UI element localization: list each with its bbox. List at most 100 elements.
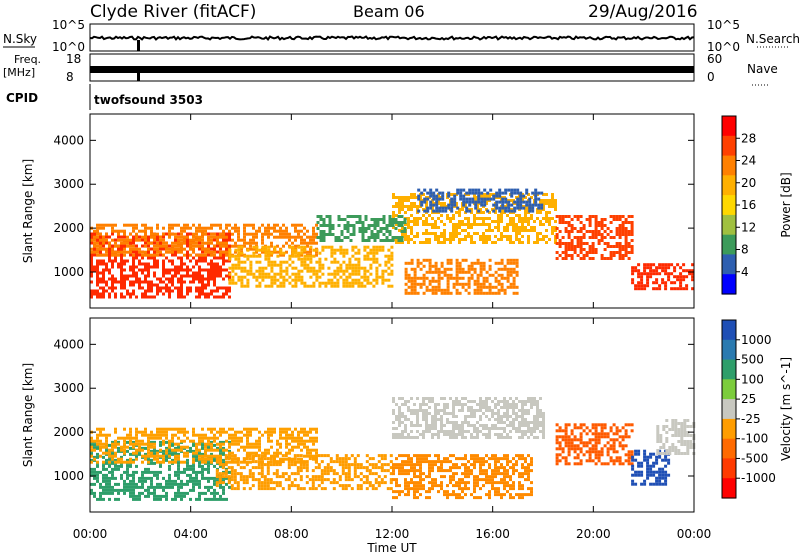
data-cell xyxy=(443,493,446,497)
data-cell xyxy=(530,430,533,433)
data-cell xyxy=(221,466,225,470)
data-cell xyxy=(252,245,256,249)
data-cell xyxy=(302,463,306,467)
data-cell xyxy=(453,200,457,204)
data-cell xyxy=(407,279,411,283)
data-cell xyxy=(165,491,168,495)
data-cell xyxy=(328,224,332,227)
data-cell xyxy=(458,424,461,427)
data-cell xyxy=(219,241,222,245)
data-cell xyxy=(503,276,507,280)
data-cell xyxy=(464,415,467,418)
data-cell xyxy=(231,442,234,446)
data-cell xyxy=(234,272,238,276)
data-cell xyxy=(201,476,204,480)
data-cell xyxy=(317,478,321,482)
data-cell xyxy=(111,452,114,456)
data-cell xyxy=(201,452,204,456)
data-cell xyxy=(398,196,401,199)
data-cell xyxy=(171,433,174,437)
data-cell xyxy=(627,233,631,236)
data-cell xyxy=(685,287,689,291)
data-cell xyxy=(147,494,150,498)
data-cell xyxy=(156,232,159,236)
data-cell xyxy=(521,406,524,409)
data-cell xyxy=(398,463,401,467)
data-cell xyxy=(120,445,123,449)
data-cell xyxy=(440,421,443,424)
data-cell xyxy=(527,241,530,244)
data-cell xyxy=(186,430,189,434)
data-cell xyxy=(434,235,437,238)
data-cell xyxy=(180,497,183,501)
data-cell xyxy=(291,248,295,252)
data-cell xyxy=(204,460,207,464)
data-cell xyxy=(649,263,653,267)
data-cell xyxy=(237,248,241,252)
data-cell xyxy=(497,279,501,283)
data-cell xyxy=(485,202,488,205)
data-cell xyxy=(470,415,473,418)
data-cell xyxy=(462,203,466,207)
data-cell xyxy=(419,454,422,458)
data-cell xyxy=(615,245,619,248)
data-cell xyxy=(452,409,455,412)
data-cell xyxy=(210,440,213,444)
data-cell xyxy=(417,197,421,201)
data-cell xyxy=(401,226,404,229)
data-cell xyxy=(249,272,253,276)
data-cell xyxy=(309,250,312,254)
data-cell xyxy=(195,226,198,230)
data-cell xyxy=(240,439,243,443)
data-cell xyxy=(183,494,186,498)
data-cell xyxy=(428,412,431,415)
data-cell xyxy=(93,265,96,269)
data-cell xyxy=(446,403,449,406)
data-cell xyxy=(495,203,499,207)
data-cell xyxy=(507,206,511,210)
data-cell xyxy=(96,271,99,275)
data-cell xyxy=(216,289,219,293)
data-cell xyxy=(410,478,413,482)
data-cell xyxy=(147,470,150,474)
data-cell xyxy=(123,232,126,236)
data-cell xyxy=(637,287,641,291)
data-cell xyxy=(221,475,225,479)
data-cell xyxy=(630,239,634,242)
data-cell xyxy=(365,475,369,479)
data-cell xyxy=(204,491,207,495)
data-cell xyxy=(455,264,459,268)
data-cell xyxy=(213,256,216,260)
data-cell xyxy=(318,257,322,261)
data-cell xyxy=(410,238,413,241)
data-cell xyxy=(108,433,111,437)
data-cell xyxy=(279,248,283,252)
data-cell xyxy=(398,421,401,424)
data-cell xyxy=(248,454,252,458)
data-cell xyxy=(395,214,398,217)
data-cell xyxy=(150,286,153,290)
data-cell xyxy=(369,281,373,285)
data-cell xyxy=(382,233,386,236)
data-cell xyxy=(309,235,312,239)
data-cell xyxy=(159,253,162,257)
data-cell xyxy=(108,497,111,501)
data-cell xyxy=(500,282,504,286)
data-cell xyxy=(291,235,294,239)
data-cell xyxy=(288,451,291,455)
data-cell xyxy=(111,229,114,233)
data-cell xyxy=(500,285,504,289)
data-cell xyxy=(431,424,434,427)
data-cell xyxy=(316,215,320,218)
data-cell xyxy=(497,217,500,220)
data-cell xyxy=(512,403,515,406)
data-cell xyxy=(192,232,195,236)
data-cell xyxy=(476,205,479,208)
data-cell xyxy=(545,220,548,223)
data-cell xyxy=(218,478,222,482)
data-cell xyxy=(278,460,282,464)
data-cell xyxy=(524,409,527,412)
data-cell xyxy=(258,445,261,449)
data-cell xyxy=(352,224,356,227)
data-cell xyxy=(398,211,401,214)
